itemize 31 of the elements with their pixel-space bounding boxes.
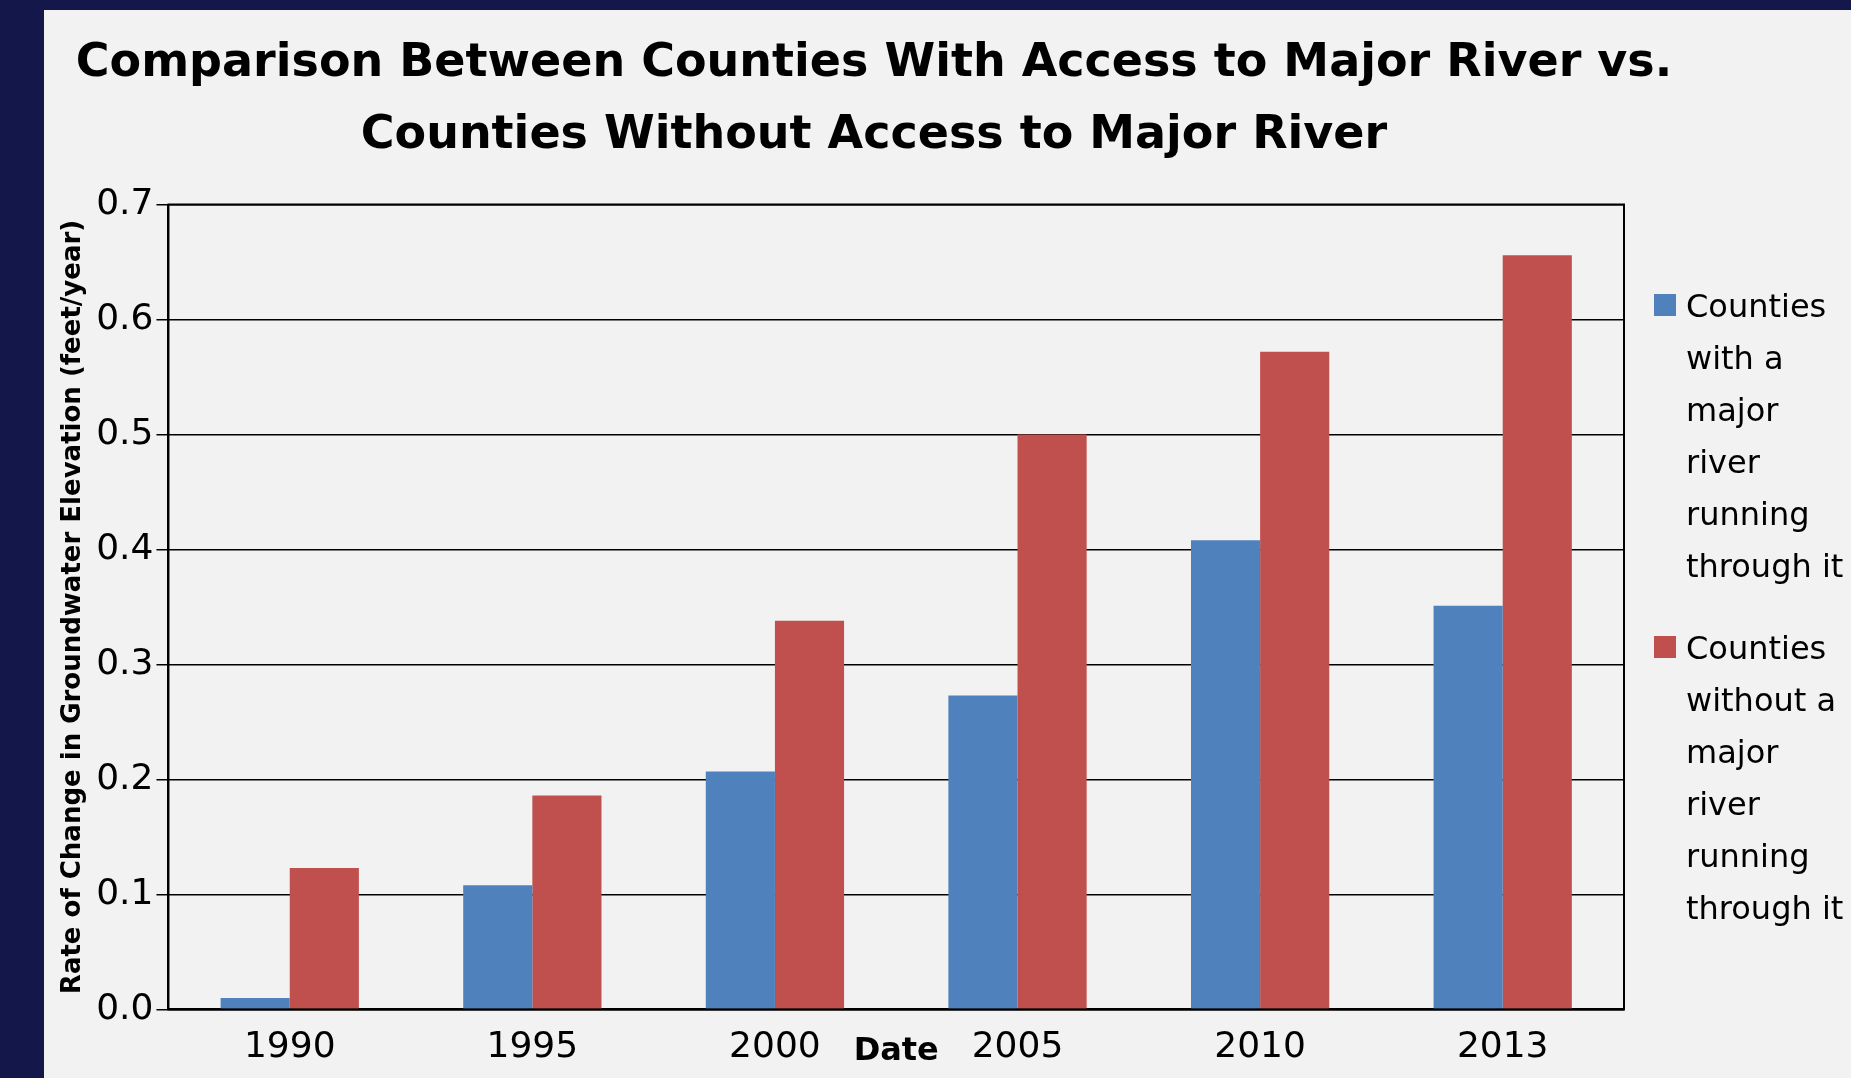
bar: [1433, 605, 1503, 1009]
x-tick-label: 1995: [486, 1024, 579, 1066]
y-tick-label: 0.5: [96, 410, 154, 452]
bar: [1190, 540, 1261, 1009]
chart-title: Comparison Between Counties With Access to Major River vs. Counties Without Access to Major River: [74, 32, 1674, 161]
y-tick-label: 0.1: [96, 870, 154, 912]
bar: [289, 867, 359, 1009]
y-tick-label: 0.3: [96, 640, 154, 682]
x-tick-label: 2000: [729, 1024, 821, 1066]
bar: [774, 620, 845, 1009]
y-tick-label: 0.7: [96, 180, 154, 222]
legend-label: Counties with a major river running through it: [1686, 286, 1844, 587]
bar: [1017, 434, 1087, 1009]
bar: [532, 795, 602, 1009]
y-tick-label: 0.2: [96, 755, 154, 797]
y-tick-label: 0.6: [96, 295, 154, 337]
bar: [220, 997, 290, 1009]
bar: [948, 695, 1018, 1009]
bar: [705, 771, 775, 1009]
x-tick-label: 2005: [971, 1024, 1064, 1066]
x-tick-label: 2013: [1456, 1024, 1549, 1066]
legend-label: Counties without a major river running through it: [1686, 628, 1844, 929]
x-tick-label: 2010: [1214, 1024, 1306, 1066]
x-tick-label: 1990: [243, 1024, 336, 1066]
y-tick-label: 0.0: [96, 985, 154, 1027]
y-axis-title: Rate of Change in Groundwater Elevation (feet/year): [56, 219, 87, 995]
bar: [463, 885, 533, 1009]
x-axis-title: Date: [853, 1030, 939, 1069]
y-tick-label: 0.4: [96, 525, 154, 567]
bar: [1502, 255, 1572, 1009]
bar: [1260, 351, 1330, 1009]
